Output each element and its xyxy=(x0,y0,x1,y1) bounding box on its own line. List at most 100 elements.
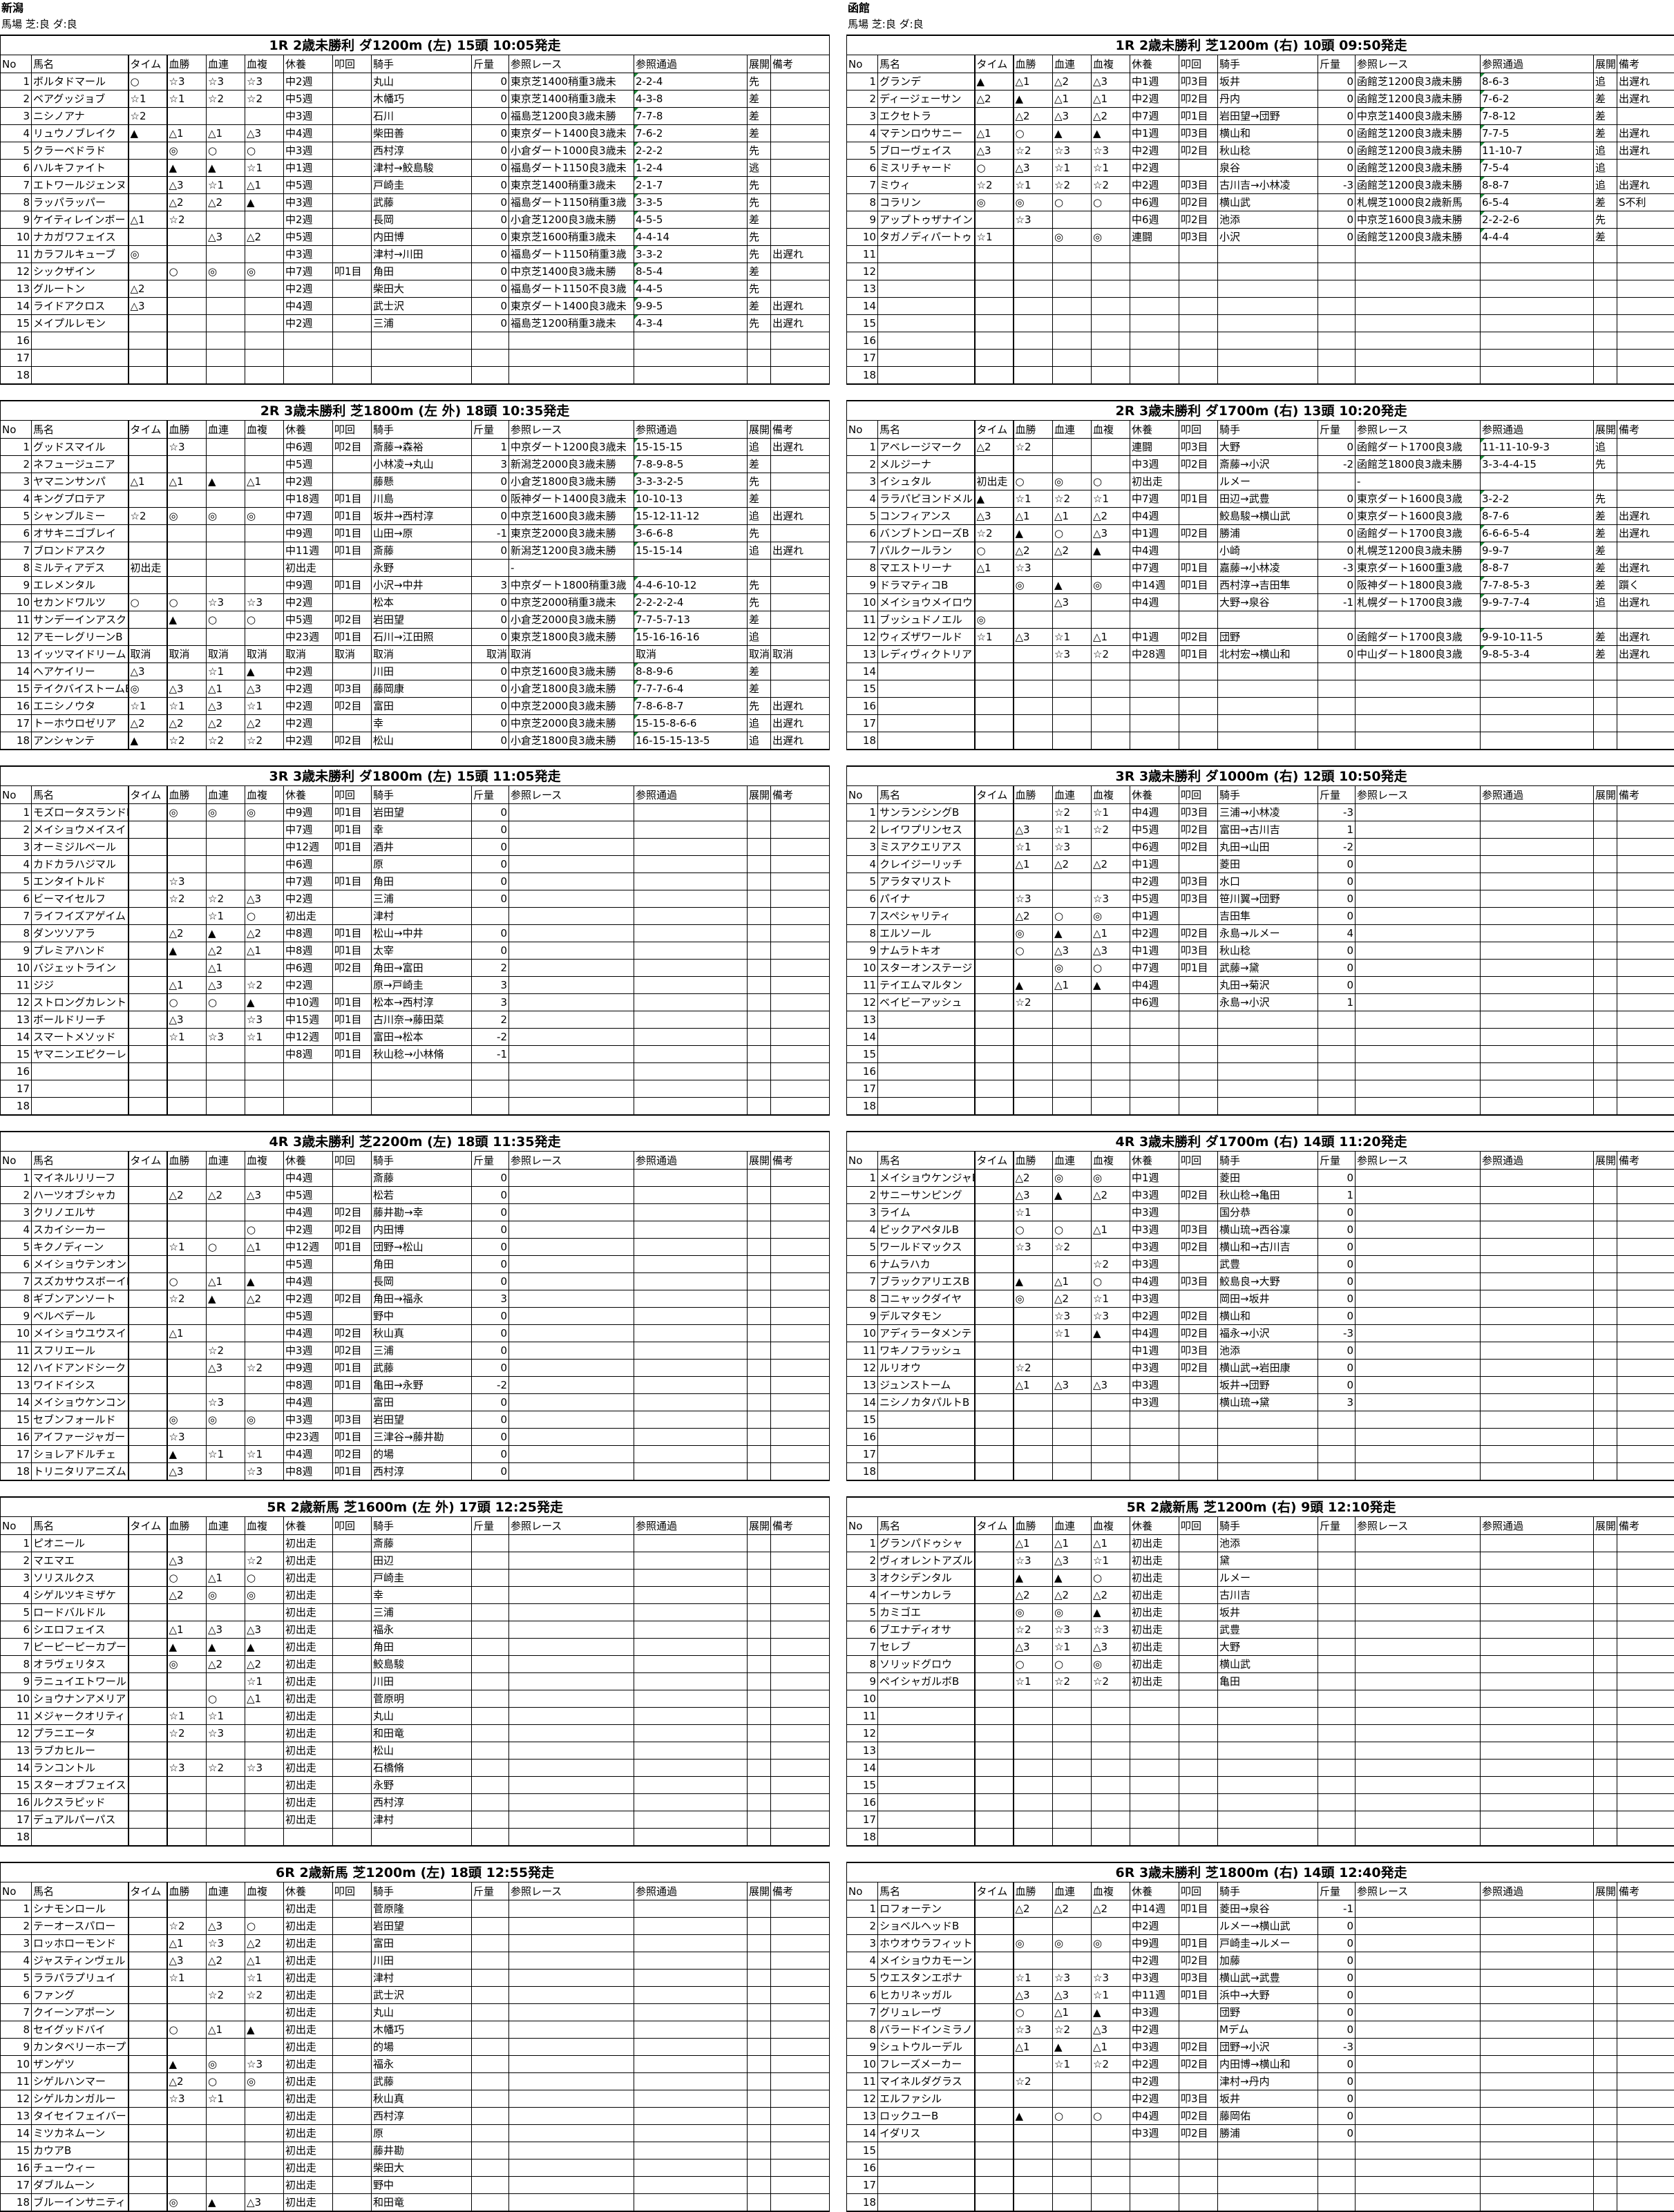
cell-jockey: 戸崎圭 xyxy=(372,177,472,194)
cell-weight-change: 0 xyxy=(472,1360,509,1377)
cell-blood-place: ☆3 xyxy=(1053,1621,1092,1639)
cell-jockey: 藤懸 xyxy=(372,473,472,490)
cell-horse-name: ヘアケイリー xyxy=(32,663,129,680)
cell-no: 18 xyxy=(1,1098,32,1116)
column-header-pace: 展開 xyxy=(1594,55,1617,73)
cell-time xyxy=(975,1187,1014,1204)
cell-blood-show xyxy=(1092,1794,1130,1811)
cell-pace xyxy=(1594,2021,1617,2039)
cell-rest: 中1週 xyxy=(1130,73,1179,90)
cell-time xyxy=(975,1552,1014,1570)
cell-pace xyxy=(1594,1811,1617,1829)
cell-time xyxy=(129,456,167,473)
cell-remarks xyxy=(1617,1639,1674,1656)
cell-ref-race: 福島ダート1150稍重3歳 xyxy=(509,246,634,263)
cell-blood-place: ☆1 xyxy=(1053,821,1092,839)
cell-rest: 中7週 xyxy=(1130,960,1179,977)
cell-pace: 追 xyxy=(1594,160,1617,177)
cell-jockey xyxy=(1218,1098,1318,1116)
cell-race-count: 叩3目 xyxy=(1179,1273,1218,1290)
cell-blood-show: ◎ xyxy=(1092,1170,1130,1187)
cell-blood-win: ☆1 xyxy=(1014,177,1053,194)
cell-horse-name: アラタマリスト xyxy=(878,873,975,890)
cell-ref-pass xyxy=(634,1204,748,1221)
cell-blood-win: ▲ xyxy=(167,160,207,177)
cell-rest: 初出走 xyxy=(284,2142,333,2159)
cell-no: 11 xyxy=(847,1708,878,1725)
cell-blood-show: △3 xyxy=(1092,73,1130,90)
cell-blood-win xyxy=(1014,1063,1053,1080)
cell-no: 14 xyxy=(847,298,878,315)
cell-time: △3 xyxy=(975,142,1014,160)
cell-blood-win: ☆1 xyxy=(167,1239,207,1256)
cell-blood-win xyxy=(1014,1325,1053,1342)
cell-horse-name: グッドスマイル xyxy=(32,439,129,456)
cell-blood-show: ◎ xyxy=(245,804,284,821)
cell-weight-change: 0 xyxy=(1318,194,1356,211)
cell-blood-show xyxy=(245,298,284,315)
cell-ref-pass xyxy=(1481,2142,1594,2159)
cell-pace: 差 xyxy=(748,298,771,315)
cell-rest xyxy=(284,367,333,385)
cell-no: 14 xyxy=(847,1029,878,1046)
cell-pace: 差 xyxy=(1594,560,1617,577)
cell-ref-race xyxy=(509,1742,634,1760)
cell-rest xyxy=(1130,1429,1179,1446)
cell-weight-change xyxy=(1318,715,1356,732)
cell-time xyxy=(975,1463,1014,1481)
cell-blood-place: △3 xyxy=(1053,108,1092,125)
cell-rest: 中1週 xyxy=(1130,525,1179,542)
cell-rest xyxy=(1130,1063,1179,1080)
cell-rest: 中5週 xyxy=(284,611,333,629)
cell-rest: 中4週 xyxy=(284,1170,333,1187)
cell-blood-place xyxy=(1053,2159,1092,2177)
cell-no: 18 xyxy=(847,1098,878,1116)
cell-jockey: 古川吉→小林凌 xyxy=(1218,177,1318,194)
cell-blood-place: ☆1 xyxy=(207,908,245,925)
cell-jockey: 福永 xyxy=(372,1621,472,1639)
cell-pace xyxy=(1594,908,1617,925)
cell-weight-change: 0 xyxy=(1318,942,1356,960)
cell-jockey xyxy=(1218,1811,1318,1829)
cell-jockey: 団野→小沢 xyxy=(1218,2039,1318,2056)
cell-ref-race: 小倉芝1200良3歳未勝 xyxy=(509,211,634,229)
cell-remarks xyxy=(771,1725,830,1742)
column-header-remarks: 備考 xyxy=(771,421,830,439)
cell-rest: 中2週 xyxy=(1130,873,1179,890)
column-header-no: No xyxy=(1,421,32,439)
cell-blood-show xyxy=(1092,1080,1130,1098)
cell-ref-pass xyxy=(634,1952,748,1970)
column-header-no: No xyxy=(1,1152,32,1170)
cell-jockey: 的場 xyxy=(372,2039,472,2056)
column-header-remarks: 備考 xyxy=(1617,55,1674,73)
cell-ref-pass xyxy=(1481,698,1594,715)
cell-weight-change: 1 xyxy=(1318,994,1356,1011)
cell-horse-name: オラヴェリタス xyxy=(32,1656,129,1673)
cell-ref-race xyxy=(509,1552,634,1570)
cell-ref-pass xyxy=(634,367,748,385)
cell-blood-win xyxy=(1014,1794,1053,1811)
cell-ref-pass xyxy=(1481,2090,1594,2108)
cell-blood-win xyxy=(167,1046,207,1063)
cell-pace xyxy=(748,1098,771,1116)
cell-race-count xyxy=(333,1170,372,1187)
cell-remarks: 出遅れ xyxy=(1617,594,1674,611)
cell-remarks xyxy=(1617,1342,1674,1360)
cell-blood-place: △3 xyxy=(207,229,245,246)
cell-weight-change xyxy=(472,2159,509,2177)
cell-jockey xyxy=(372,332,472,350)
cell-ref-race: 福島芝1200稍重3歳未 xyxy=(509,315,634,332)
cell-blood-place xyxy=(1053,1742,1092,1760)
cell-horse-name: ベルベデール xyxy=(32,1308,129,1325)
cell-no: 5 xyxy=(847,873,878,890)
cell-blood-show xyxy=(245,1342,284,1360)
